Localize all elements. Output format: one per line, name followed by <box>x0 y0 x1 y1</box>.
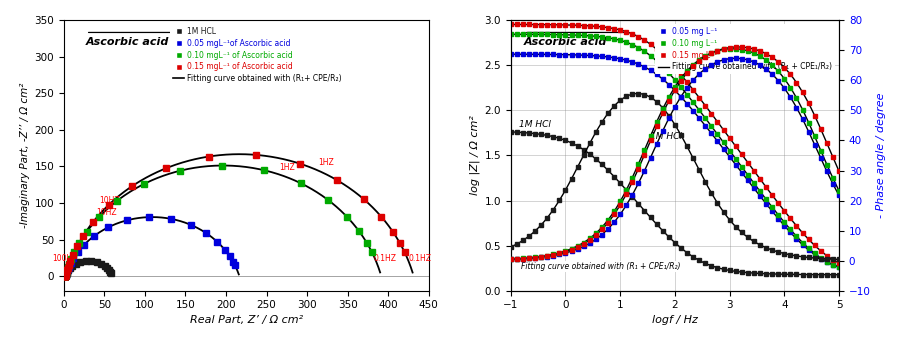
Text: Ascorbic acid: Ascorbic acid <box>523 37 614 47</box>
Text: 1M HCl: 1M HCl <box>518 120 550 129</box>
Text: 0.1HZ: 0.1HZ <box>408 254 431 263</box>
Text: 1M HCl: 1M HCl <box>650 132 681 141</box>
Legend: 0.05 mg L⁻¹, 0.10 mg L⁻¹, 0.15 mg L⁻¹, Fitting curve obtained with (R₁ + CPE₁/R₂: 0.05 mg L⁻¹, 0.10 mg L⁻¹, 0.15 mg L⁻¹, F… <box>654 24 834 74</box>
Y-axis label: - Phase angle / degree: - Phase angle / degree <box>875 93 885 218</box>
X-axis label: Real Part, Z’ / Ω cm²: Real Part, Z’ / Ω cm² <box>189 315 302 324</box>
Y-axis label: log |Z| / Ω cm²: log |Z| / Ω cm² <box>469 116 480 195</box>
Text: 10HZ: 10HZ <box>98 196 119 206</box>
Text: 1HZ: 1HZ <box>317 158 333 167</box>
Text: Ascorbic acid: Ascorbic acid <box>86 37 177 47</box>
Text: 0.1HZ: 0.1HZ <box>373 254 396 263</box>
Text: 1HZ: 1HZ <box>279 163 294 172</box>
Text: 10HZ: 10HZ <box>96 208 117 217</box>
X-axis label: logf / Hz: logf / Hz <box>651 315 697 324</box>
Legend: 1M HCL, 0.05 mgL⁻¹of Ascorbic acid, 0.10 mgL⁻¹ of Ascorbic acid, 0.15 mgL⁻¹ of A: 1M HCL, 0.05 mgL⁻¹of Ascorbic acid, 0.10… <box>169 24 344 86</box>
Y-axis label: -Imaginary Part, -Z’’ / Ω cm²: -Imaginary Part, -Z’’ / Ω cm² <box>20 83 30 228</box>
Text: Fitting curve obtained with (R₁ + CPE₁/R₂): Fitting curve obtained with (R₁ + CPE₁/R… <box>520 262 680 271</box>
Text: 100HZ: 100HZ <box>53 255 77 263</box>
